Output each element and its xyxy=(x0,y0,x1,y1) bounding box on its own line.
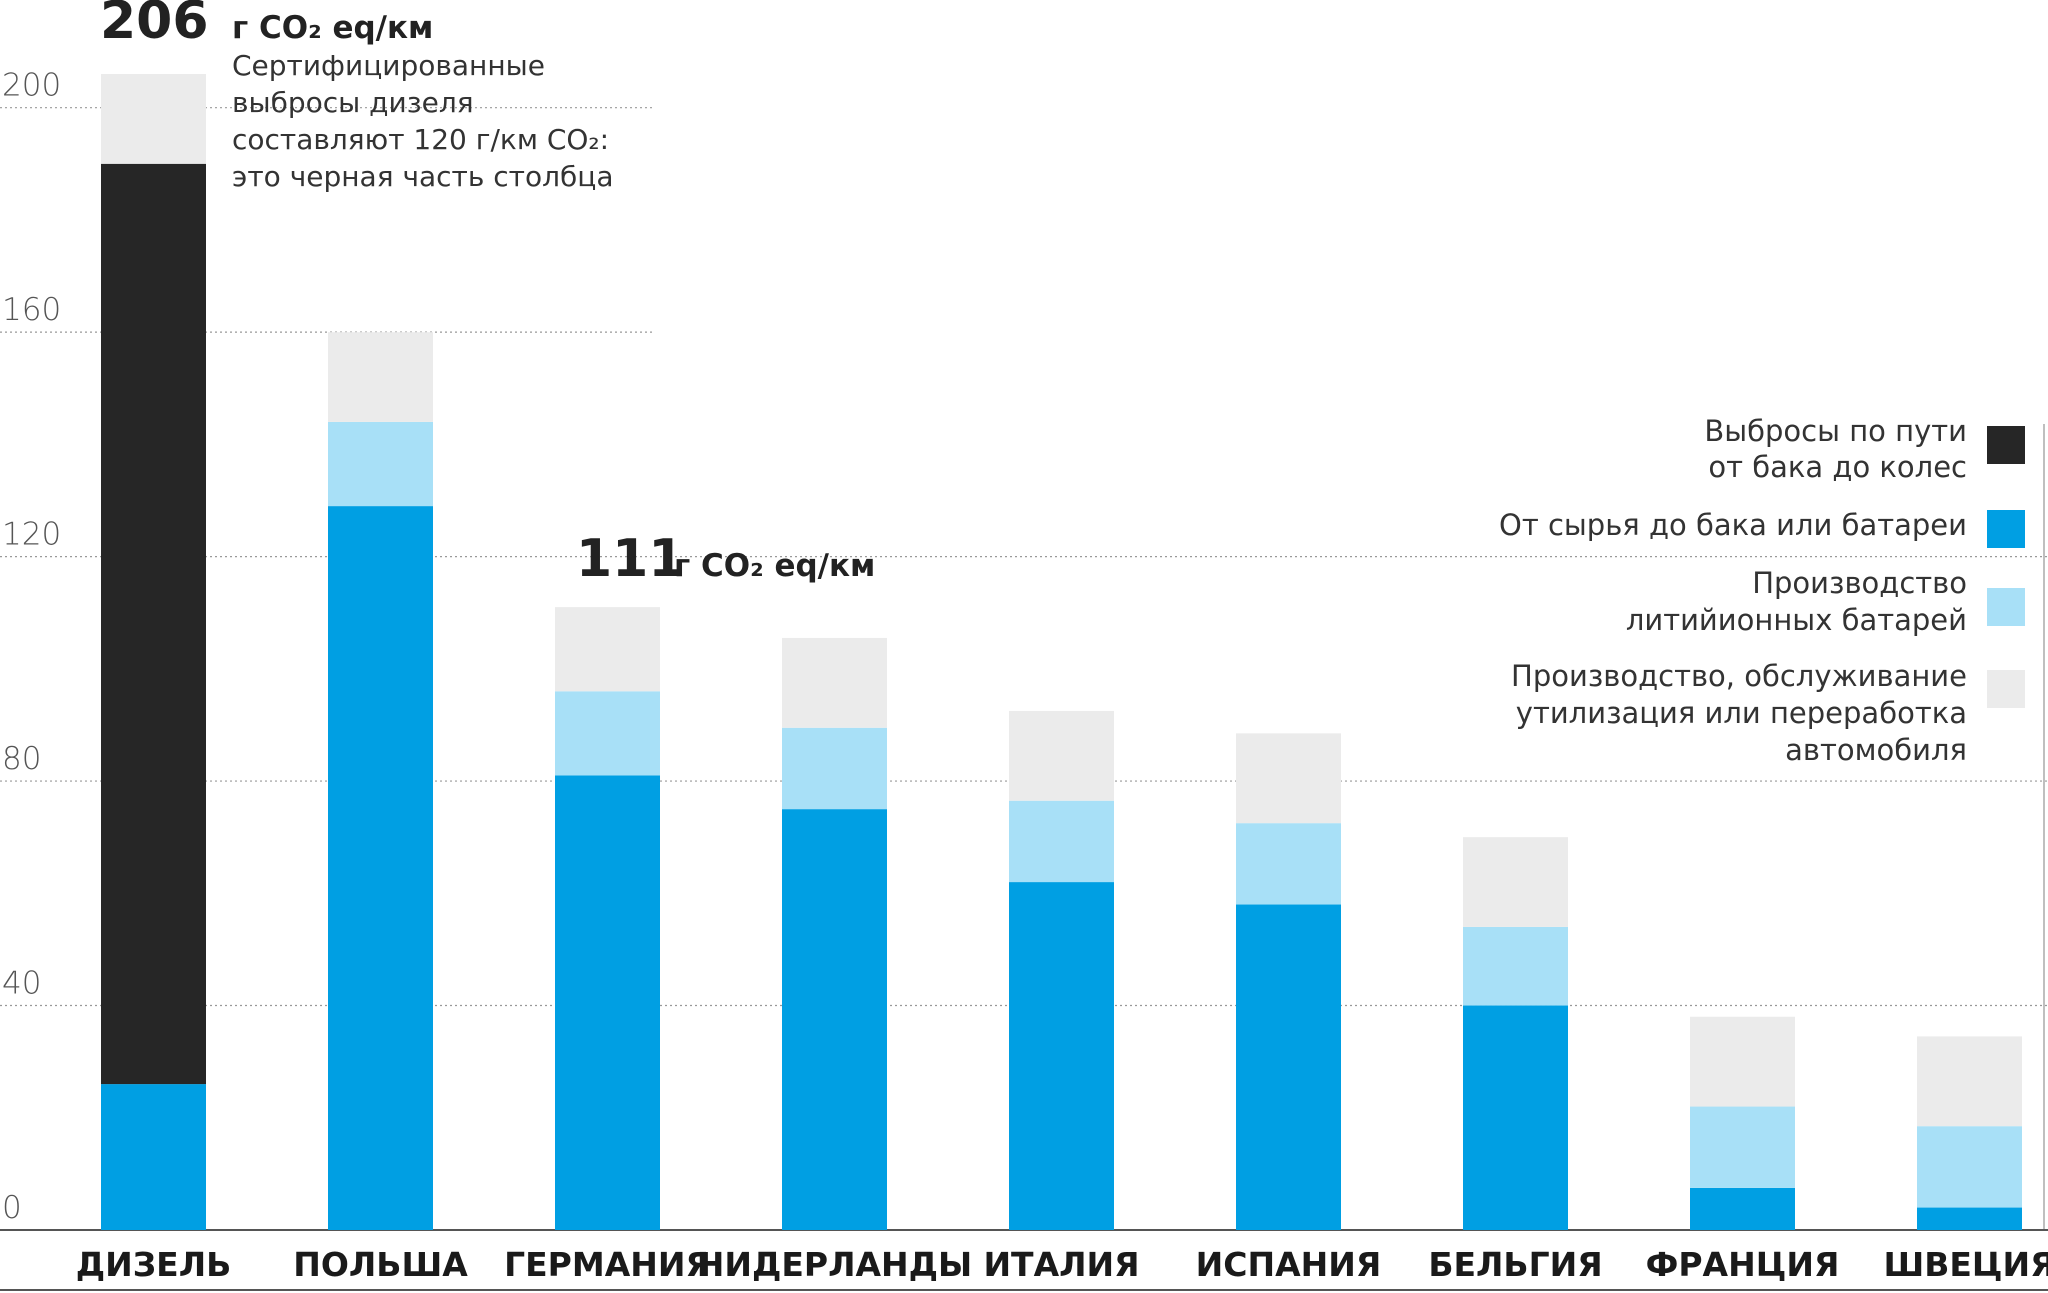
annotation-note: Сертифицированные xyxy=(232,49,545,82)
annotation-note: выбросы дизеля xyxy=(232,86,474,119)
annotation-unit: г CO₂ eq/км xyxy=(674,548,875,584)
x-tick-label: ИСПАНИЯ xyxy=(1196,1245,1382,1284)
legend-label: Производство, обслуживание утилизация или… xyxy=(1511,659,1967,767)
bar-segment xyxy=(1917,1036,2022,1127)
bar-segment xyxy=(1236,904,1341,1230)
bar-segment xyxy=(555,607,660,692)
bar-segment xyxy=(101,163,206,1085)
y-tick-label: 0 xyxy=(2,1190,22,1226)
bar-segment xyxy=(1009,800,1114,883)
bar-segment xyxy=(1009,710,1114,801)
legend-label: Производство литийионных батарей xyxy=(1626,566,1967,637)
bar-segment xyxy=(328,506,433,1231)
bar-segment xyxy=(1009,882,1114,1230)
bar-segment xyxy=(101,74,206,164)
bar-segment xyxy=(1236,733,1341,824)
x-tick-label: ШВЕЦИЯ xyxy=(1883,1245,2048,1284)
x-tick-label: НИДЕРЛАНДЫ xyxy=(697,1245,973,1284)
y-tick-label: 80 xyxy=(2,741,41,777)
x-tick-label: ФРАНЦИЯ xyxy=(1646,1245,1840,1284)
annotation-unit: г CO₂ eq/км xyxy=(232,10,433,46)
bar-segment xyxy=(1463,926,1568,1006)
legend-swatch xyxy=(1987,670,2025,708)
bar-segment xyxy=(1917,1207,2022,1230)
annotation-note: составляют 120 г/км CO₂: xyxy=(232,123,609,156)
y-tick-label: 120 xyxy=(2,517,61,553)
bar-segment xyxy=(1690,1187,1795,1230)
x-tick-label: ДИЗЕЛЬ xyxy=(76,1245,232,1284)
legend-swatch xyxy=(1987,510,2025,548)
y-tick-label: 200 xyxy=(2,68,61,104)
annotation-value: 206 xyxy=(100,0,209,51)
bar-segment xyxy=(1690,1106,1795,1188)
y-tick-label: 160 xyxy=(2,292,61,328)
bar-segment xyxy=(782,637,887,728)
bar-segment xyxy=(328,332,433,422)
bar-segment xyxy=(555,691,660,776)
legend-label: Выбросы по пути от бака до колес xyxy=(1704,414,1967,484)
x-tick-label: БЕЛЬГИЯ xyxy=(1428,1245,1602,1284)
legend-label: От сырья до бака или батареи xyxy=(1499,508,1967,542)
bar-segment xyxy=(101,1084,206,1230)
x-tick-label: ИТАЛИЯ xyxy=(983,1245,1139,1284)
bar-segment xyxy=(1463,1005,1568,1230)
annotation-note: это черная часть столбца xyxy=(232,160,614,193)
bar-segment xyxy=(782,727,887,810)
x-tick-label: ПОЛЬША xyxy=(293,1245,468,1284)
bar-segment xyxy=(1236,823,1341,905)
legend-swatch xyxy=(1987,426,2025,464)
x-tick-label: ГЕРМАНИЯ xyxy=(504,1245,711,1284)
bar-segment xyxy=(1917,1126,2022,1208)
bar-segment xyxy=(1463,837,1568,927)
bar-segment xyxy=(328,421,433,507)
bar-segment xyxy=(1690,1016,1795,1107)
bar-segment xyxy=(555,775,660,1230)
bar-segment xyxy=(782,809,887,1230)
y-tick-label: 40 xyxy=(2,966,41,1002)
legend-swatch xyxy=(1987,588,2025,626)
annotation-value: 111 xyxy=(576,529,685,589)
